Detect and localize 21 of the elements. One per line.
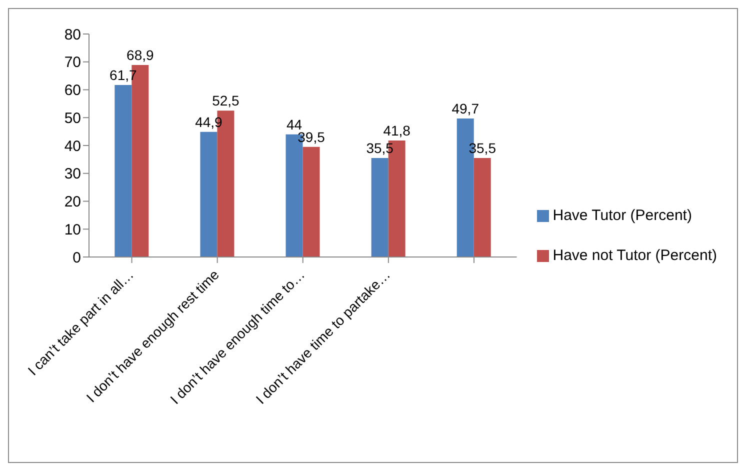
- y-tick-label: 40: [64, 138, 81, 155]
- data-label: 49,7: [452, 100, 480, 116]
- y-tick-label: 60: [64, 82, 81, 100]
- y-tick-label: 20: [64, 194, 81, 211]
- y-tick-label: 70: [64, 54, 81, 72]
- bar: [302, 146, 320, 257]
- data-label: 44: [286, 116, 302, 132]
- legend-label: Have Tutor (Percent): [552, 206, 692, 224]
- bar: [114, 85, 132, 257]
- y-tick-label: 30: [64, 166, 81, 183]
- bar: [474, 158, 491, 257]
- data-label: 68,9: [126, 46, 154, 63]
- y-tick-label: 50: [64, 110, 81, 127]
- bar: [200, 132, 218, 257]
- y-tick-label: 10: [64, 221, 81, 238]
- data-label: 41,8: [383, 122, 411, 138]
- data-label: 52,5: [212, 92, 240, 109]
- legend-label: Have not Tutor (Percent): [552, 246, 717, 264]
- y-tick-label: 0: [72, 249, 81, 266]
- bar: [371, 158, 388, 257]
- y-tick-label: 80: [64, 26, 81, 44]
